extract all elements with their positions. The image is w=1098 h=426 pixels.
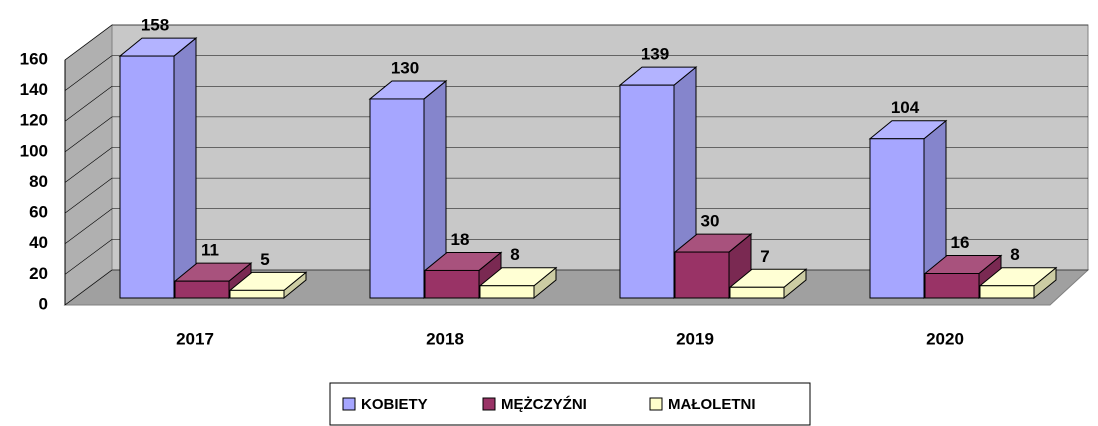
grid-line <box>64 116 113 153</box>
y-tick-label: 100 <box>20 141 48 160</box>
data-label: 16 <box>951 233 970 252</box>
x-tick-label: 2019 <box>676 329 714 348</box>
data-label: 5 <box>260 250 269 269</box>
y-tick-label: 140 <box>20 80 48 99</box>
data-label: 8 <box>510 245 519 264</box>
bar <box>174 280 230 299</box>
legend-swatch <box>342 397 356 411</box>
bar <box>369 98 425 299</box>
y-tick-label: 0 <box>39 294 48 313</box>
grid-line <box>64 55 113 91</box>
legend-swatch <box>482 397 496 411</box>
legend-box <box>329 382 811 426</box>
grid-line <box>64 177 113 214</box>
bar <box>479 285 535 299</box>
y-tick-label: 80 <box>29 172 48 191</box>
bar <box>229 289 285 299</box>
legend-swatch <box>649 397 663 411</box>
y-tick-label: 60 <box>29 203 48 222</box>
bar <box>119 55 175 299</box>
y-tick-label: 160 <box>20 49 48 68</box>
grid-line <box>64 208 113 244</box>
data-label: 104 <box>891 98 920 117</box>
grid-line <box>64 239 113 275</box>
legend-label: MĘŻCZYŹNI <box>501 396 587 413</box>
data-label: 18 <box>451 230 470 249</box>
bar <box>979 285 1035 299</box>
data-label: 130 <box>391 58 419 77</box>
data-label: 8 <box>1010 245 1019 264</box>
data-label: 158 <box>141 16 169 35</box>
bar <box>424 269 480 299</box>
legend-label: KOBIETY <box>361 396 428 413</box>
grid-line <box>64 86 113 122</box>
y-tick-label: 40 <box>29 233 48 252</box>
x-tick-label: 2020 <box>926 329 964 348</box>
grid-line <box>64 147 113 183</box>
data-label: 7 <box>760 247 769 266</box>
bar <box>924 273 980 299</box>
data-label: 139 <box>641 45 669 64</box>
grid-line <box>64 269 113 306</box>
bar <box>619 84 675 299</box>
bar <box>674 251 730 299</box>
bar <box>729 286 785 299</box>
x-tick-label: 2018 <box>426 329 464 348</box>
data-label: 11 <box>201 241 219 260</box>
grid-line <box>64 24 113 61</box>
data-label: 30 <box>701 212 720 231</box>
legend-label: MAŁOLETNI <box>668 396 756 413</box>
x-tick-label: 2017 <box>176 329 214 348</box>
y-tick-label: 20 <box>29 264 48 283</box>
bar-side <box>173 37 197 300</box>
bar <box>869 138 925 299</box>
y-tick-label: 120 <box>20 111 48 130</box>
